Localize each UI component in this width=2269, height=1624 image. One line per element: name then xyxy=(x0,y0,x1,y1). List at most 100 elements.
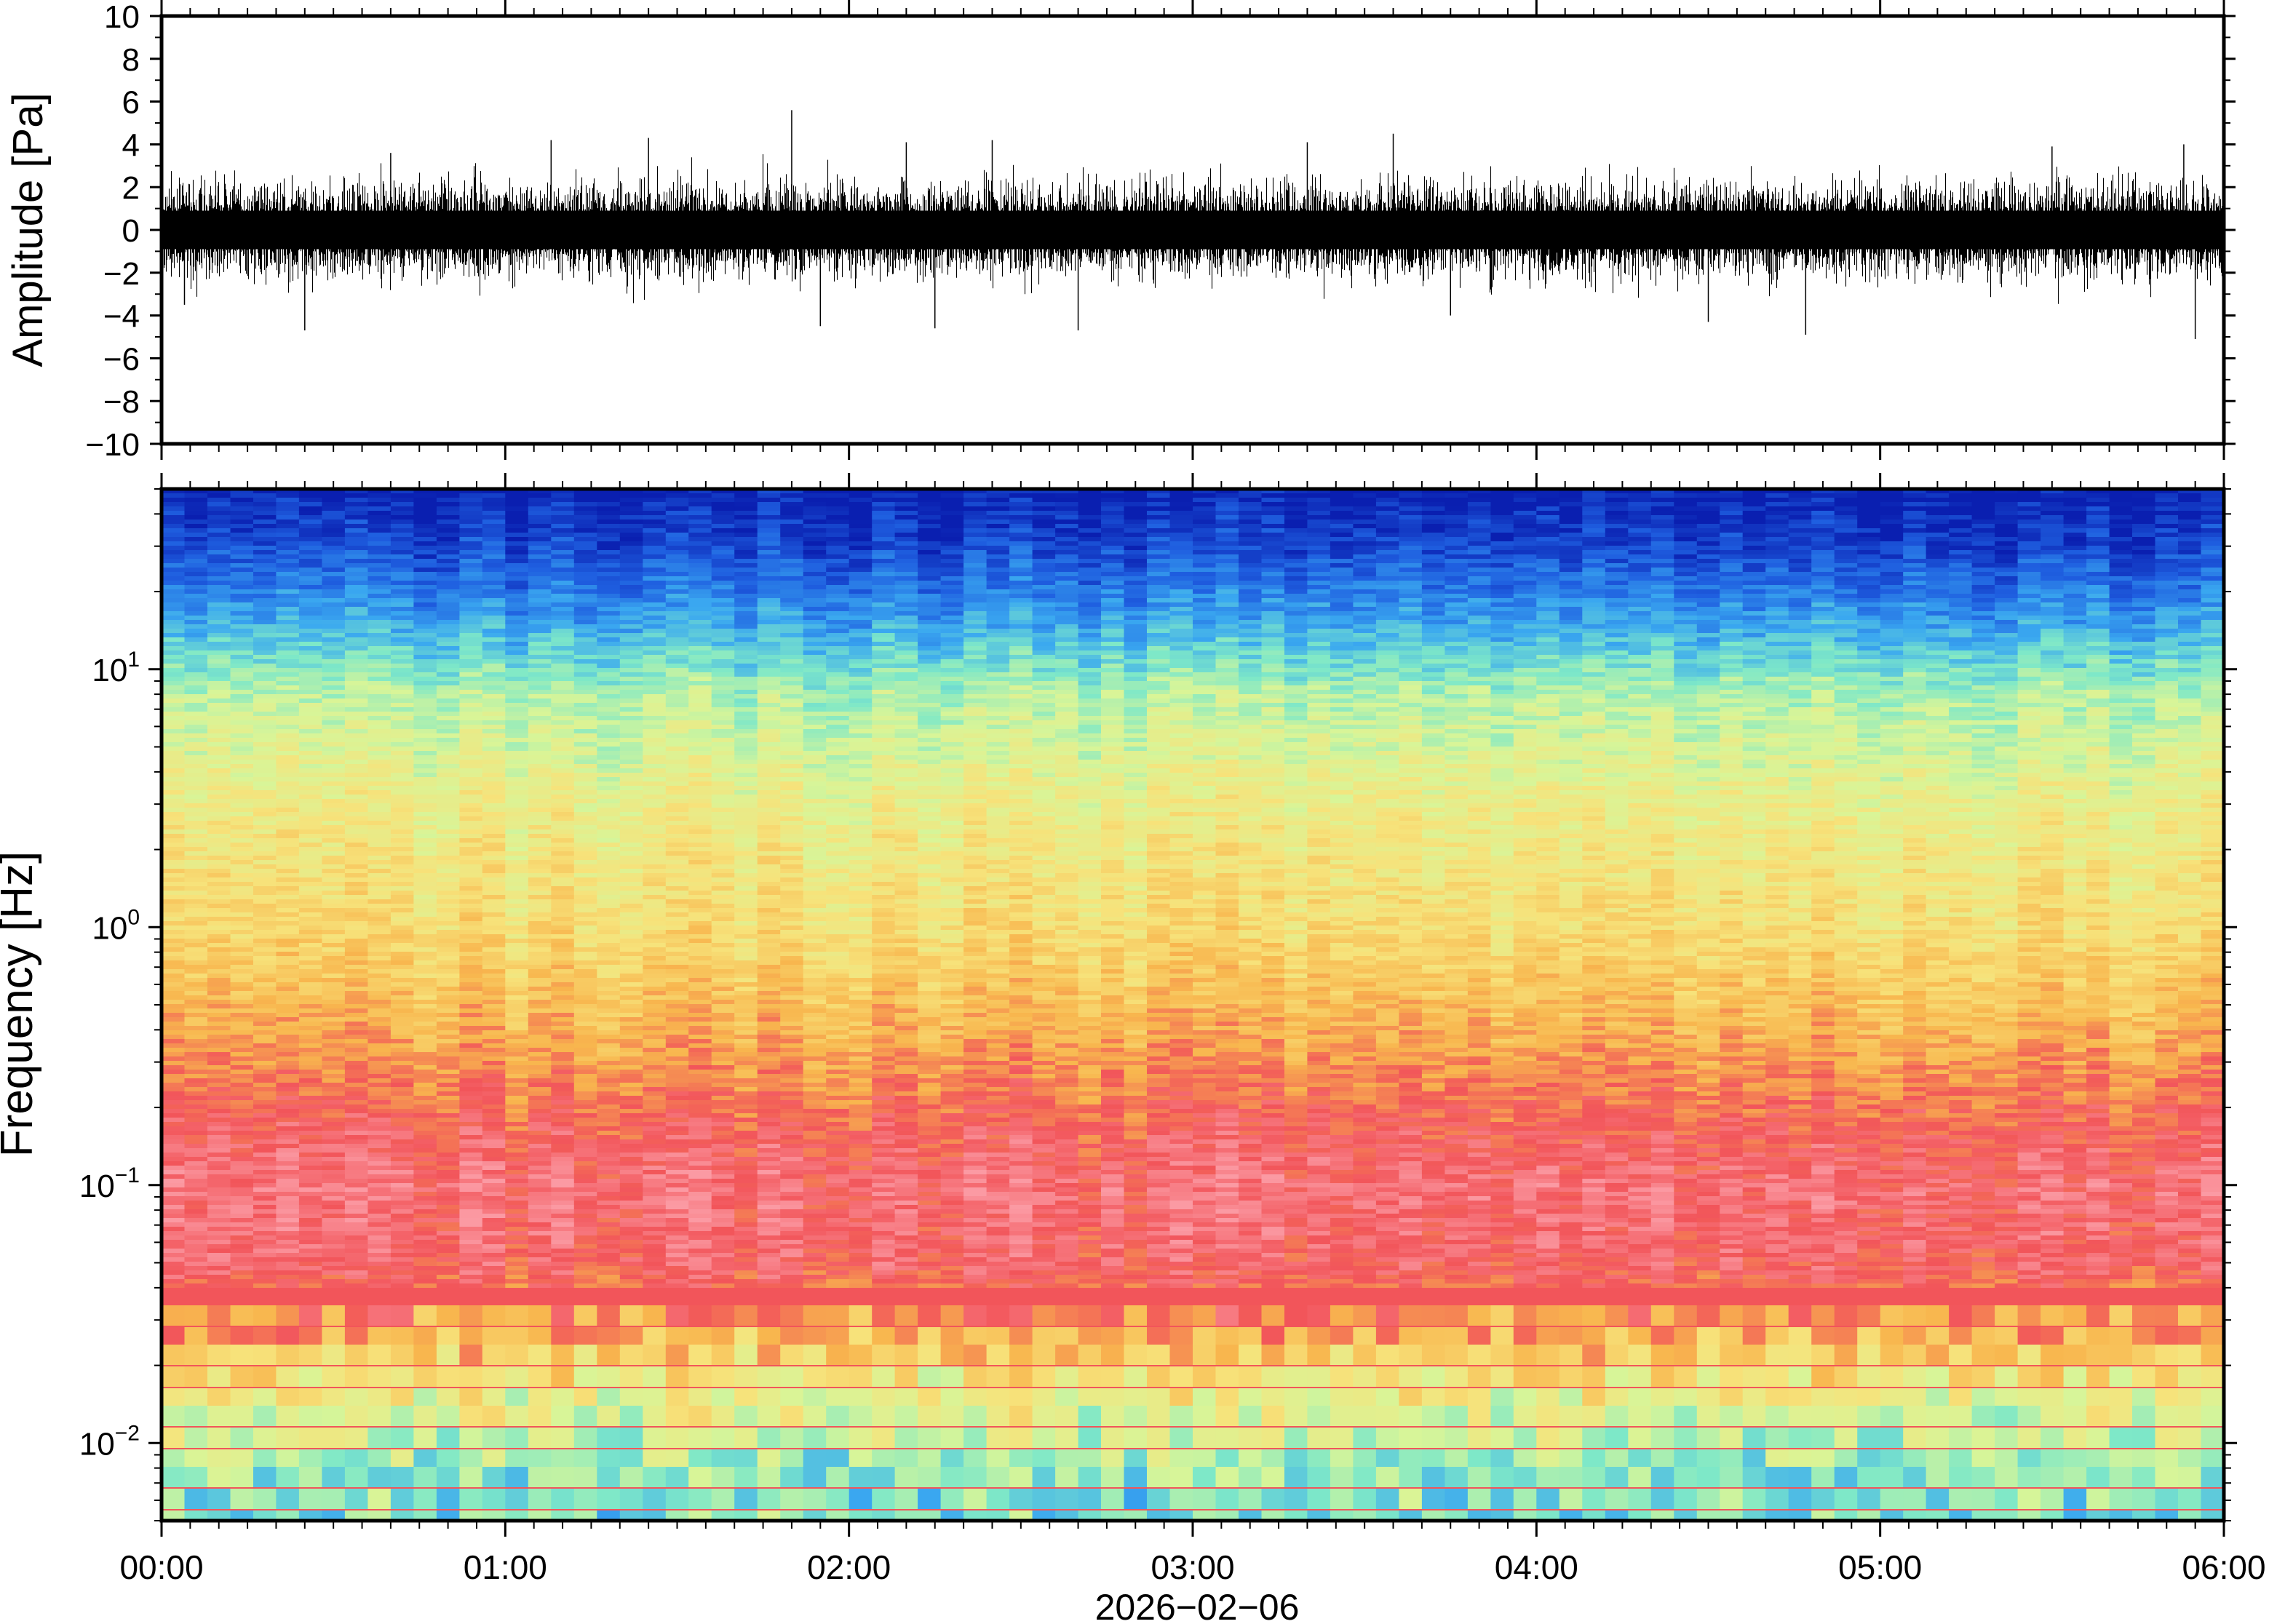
spectrogram-cell xyxy=(1445,572,1469,576)
spectrogram-cell xyxy=(253,502,277,506)
spectrogram-cell xyxy=(344,524,369,528)
spectrogram-cell xyxy=(1261,655,1285,659)
spectrogram-cell xyxy=(1605,602,1629,607)
spectrogram-cell xyxy=(1284,677,1308,681)
spectrogram-cell xyxy=(940,568,964,572)
spectrogram-cell xyxy=(1582,716,1606,720)
spectrogram-cell xyxy=(665,611,690,616)
spectrogram-cell xyxy=(528,559,552,563)
spectrogram-cell xyxy=(1421,498,1446,502)
spectrogram-cell xyxy=(597,585,621,589)
spectrogram-cell xyxy=(482,716,506,720)
spectrogram-cell xyxy=(826,572,850,576)
spectrogram-cell xyxy=(918,528,942,533)
spectrogram-cell xyxy=(413,581,437,585)
spectrogram-cell xyxy=(1353,537,1377,541)
spectrogram-cell xyxy=(276,650,300,655)
spectrogram-cell xyxy=(940,716,964,720)
spectrogram-cell xyxy=(1239,515,1263,520)
spectrogram-cell xyxy=(1995,694,2019,698)
spectrogram-cell xyxy=(1605,594,1629,598)
spectrogram-cell xyxy=(1399,589,1423,594)
spectrogram-cell xyxy=(780,537,804,541)
spectrogram-cell xyxy=(2132,611,2156,616)
spectrogram-cell xyxy=(367,616,392,620)
spectrogram-cell xyxy=(436,598,461,602)
spectrogram-cell xyxy=(1147,576,1171,581)
spectrogram-cell xyxy=(2155,572,2179,576)
spectrogram-cell xyxy=(482,568,506,572)
spectrogram-cell xyxy=(734,707,758,712)
spectrogram-cell xyxy=(665,589,690,594)
spectrogram-cell xyxy=(1421,707,1446,712)
spectrogram-cell xyxy=(184,698,208,703)
spectrogram-cell xyxy=(1193,563,1217,568)
spectrogram-cell xyxy=(734,677,758,681)
spectrogram-cell xyxy=(2178,541,2202,546)
spectrogram-cell xyxy=(1674,572,1698,576)
spectrogram-cell xyxy=(1995,681,2019,685)
spectrogram-cell xyxy=(1101,677,1125,681)
spectrogram-cell xyxy=(1811,602,1835,607)
spectrogram-cell xyxy=(1880,585,1904,589)
spectrogram-cell xyxy=(2178,598,2202,602)
spectrogram-cell xyxy=(1582,559,1606,563)
spectrogram-cell xyxy=(344,620,369,624)
spectrogram-cell xyxy=(1330,533,1354,537)
spectrogram-cell xyxy=(2132,568,2156,572)
spectrogram-cell xyxy=(1353,633,1377,637)
spectrogram-cell xyxy=(963,493,988,498)
spectrogram-cell xyxy=(1239,664,1263,668)
spectrogram-cell xyxy=(276,616,300,620)
spectrogram-cell xyxy=(1720,607,1744,611)
spectrogram-cell xyxy=(757,681,781,685)
spectrogram-cell xyxy=(1490,712,1514,716)
spectrogram-cell xyxy=(551,511,575,515)
spectrogram-cell xyxy=(849,637,873,642)
spectrogram-cell xyxy=(276,672,300,677)
spectrogram-cell xyxy=(436,698,461,703)
spectrogram-cell xyxy=(826,550,850,554)
spectrogram-cell xyxy=(803,659,827,664)
spectrogram-cell xyxy=(390,685,415,690)
spectrogram-cell xyxy=(963,568,988,572)
spectrogram-cell xyxy=(230,576,254,581)
spectrogram-cell xyxy=(1628,633,1652,637)
spectrogram-cell xyxy=(1926,515,1950,520)
spectrogram-cell xyxy=(1009,703,1033,707)
spectrogram-cell xyxy=(1445,694,1469,698)
spectrogram-cell xyxy=(803,576,827,581)
spectrogram-cell xyxy=(1330,511,1354,515)
spectrogram-cell xyxy=(1903,528,1927,533)
spectrogram-cell xyxy=(1720,581,1744,585)
spectrogram-cell xyxy=(1765,528,1789,533)
spectrogram-cell xyxy=(344,528,369,533)
spectrogram-cell xyxy=(1124,629,1148,633)
spectrogram-cell xyxy=(1101,602,1125,607)
spectrogram-cell xyxy=(1490,506,1514,511)
spectrogram-cell xyxy=(1949,650,1973,655)
spectrogram-cell xyxy=(344,694,369,698)
spectrogram-cell xyxy=(1513,616,1538,620)
spectrogram-cell xyxy=(780,659,804,664)
spectrogram-cell xyxy=(253,664,277,668)
spectrogram-cell xyxy=(1674,633,1698,637)
spectrogram-cell xyxy=(1101,637,1125,642)
spectrogram-cell xyxy=(780,541,804,546)
spectrogram-cell xyxy=(276,594,300,598)
spectrogram-cell xyxy=(207,703,231,707)
spectrogram-cell xyxy=(1009,537,1033,541)
spectrogram-cell xyxy=(894,646,918,650)
spectrogram-cell xyxy=(1834,541,1858,546)
spectrogram-cell xyxy=(1995,707,2019,712)
spectrogram-cell xyxy=(2086,698,2110,703)
spectrogram-cell xyxy=(597,677,621,681)
spectrogram-cell xyxy=(734,524,758,528)
spectrogram-cell xyxy=(597,716,621,720)
spectrogram-cell xyxy=(597,624,621,629)
spectrogram-cell xyxy=(734,685,758,690)
spectrogram-cell xyxy=(1147,515,1171,520)
spectrogram-cell xyxy=(849,681,873,685)
spectrogram-cell xyxy=(1650,716,1675,720)
spectrogram-cell xyxy=(894,546,918,550)
